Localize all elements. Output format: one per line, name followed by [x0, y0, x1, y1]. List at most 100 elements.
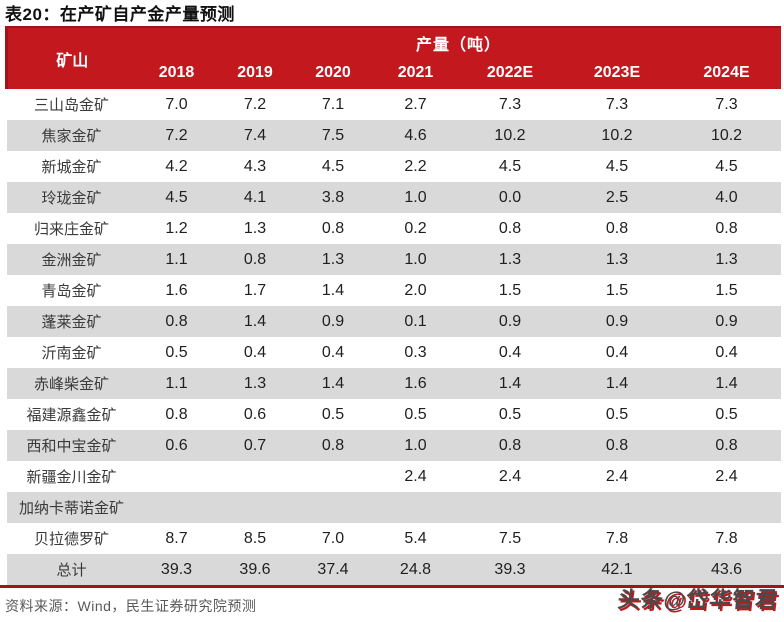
table-body: 三山岛金矿 7.0 7.2 7.1 2.7 7.3 7.3 7.3 焦家金矿 7.2 7.4 7.5 4…	[6, 89, 781, 585]
value-cell: 0.0	[458, 182, 562, 213]
value-cell: 0.8	[216, 244, 294, 275]
value-cell: 7.2	[136, 120, 217, 151]
mine-name-cell: 西和中宝金矿	[6, 430, 137, 461]
value-cell: 1.1	[136, 244, 217, 275]
table-row: 焦家金矿 7.2 7.4 7.5 4.6 10.2 10.2 10.2	[6, 120, 781, 151]
col-header-2023e: 2023E	[561, 57, 673, 89]
value-cell: 39.6	[216, 554, 294, 585]
table-row: 赤峰柴金矿 1.1 1.3 1.4 1.6 1.4 1.4 1.4	[6, 368, 781, 399]
value-cell: 1.5	[672, 275, 781, 306]
value-cell: 1.0	[372, 244, 459, 275]
value-cell: 3.8	[293, 182, 373, 213]
table-row: 三山岛金矿 7.0 7.2 7.1 2.7 7.3 7.3 7.3	[6, 89, 781, 120]
table-row: 新疆金川金矿 2.4 2.4 2.4 2.4	[6, 461, 781, 492]
value-cell: 7.8	[561, 523, 673, 554]
bottom-divider	[0, 585, 784, 588]
value-cell	[458, 492, 562, 523]
value-cell: 2.7	[372, 89, 459, 120]
value-cell: 0.8	[561, 213, 673, 244]
value-cell: 1.0	[372, 430, 459, 461]
table-row: 福建源鑫金矿 0.8 0.6 0.5 0.5 0.5 0.5 0.5	[6, 399, 781, 430]
value-cell: 1.6	[136, 275, 217, 306]
value-cell: 0.2	[372, 213, 459, 244]
value-cell: 4.5	[136, 182, 217, 213]
value-cell: 2.4	[458, 461, 562, 492]
col-header-2019: 2019	[216, 57, 294, 89]
table-row: 玲珑金矿 4.5 4.1 3.8 1.0 0.0 2.5 4.0	[6, 182, 781, 213]
value-cell: 10.2	[561, 120, 673, 151]
value-cell: 4.5	[561, 151, 673, 182]
table-title: 表20：在产矿自产金产量预测	[5, 5, 235, 24]
mine-name-cell: 金洲金矿	[6, 244, 137, 275]
mine-name-cell: 贝拉德罗矿	[6, 523, 137, 554]
mine-name-cell: 加纳卡蒂诺金矿	[6, 492, 137, 523]
value-cell	[216, 492, 294, 523]
table-row: 加纳卡蒂诺金矿	[6, 492, 781, 523]
value-cell: 2.5	[561, 182, 673, 213]
value-cell: 1.5	[458, 275, 562, 306]
mine-name-cell: 玲珑金矿	[6, 182, 137, 213]
col-header-2018: 2018	[136, 57, 217, 89]
value-cell: 1.0	[372, 182, 459, 213]
value-cell: 7.3	[458, 89, 562, 120]
value-cell: 7.8	[672, 523, 781, 554]
mine-name-cell: 总计	[6, 554, 137, 585]
value-cell: 0.8	[293, 213, 373, 244]
value-cell: 1.2	[136, 213, 217, 244]
table-row: 蓬莱金矿 0.8 1.4 0.9 0.1 0.9 0.9 0.9	[6, 306, 781, 337]
value-cell: 0.5	[561, 399, 673, 430]
value-cell: 4.0	[672, 182, 781, 213]
value-cell: 0.4	[561, 337, 673, 368]
col-header-2020: 2020	[293, 57, 373, 89]
value-cell: 1.3	[216, 213, 294, 244]
table-row: 贝拉德罗矿 8.7 8.5 7.0 5.4 7.5 7.8 7.8	[6, 523, 781, 554]
value-cell: 7.3	[672, 89, 781, 120]
mine-name-cell: 青岛金矿	[6, 275, 137, 306]
value-cell: 0.8	[561, 430, 673, 461]
col-header-2021: 2021	[372, 57, 459, 89]
value-cell: 4.6	[372, 120, 459, 151]
value-cell: 0.7	[216, 430, 294, 461]
watermark: 头条@岱华智君	[616, 587, 780, 612]
value-cell: 7.2	[216, 89, 294, 120]
value-cell: 4.1	[216, 182, 294, 213]
value-cell	[293, 492, 373, 523]
year-header-row: 2018 2019 2020 2021 2022E 2023E 2024E	[7, 57, 781, 89]
value-cell: 0.3	[372, 337, 459, 368]
value-cell: 1.7	[216, 275, 294, 306]
value-cell: 4.5	[458, 151, 562, 182]
value-cell: 0.8	[458, 430, 562, 461]
value-cell: 0.1	[372, 306, 459, 337]
value-cell: 0.8	[672, 430, 781, 461]
mine-name-cell: 赤峰柴金矿	[6, 368, 137, 399]
value-cell: 37.4	[293, 554, 373, 585]
table-row: 总计 39.3 39.6 37.4 24.8 39.3 42.1 43.6	[6, 554, 781, 585]
value-cell: 1.4	[293, 275, 373, 306]
col-header-2022e: 2022E	[458, 57, 562, 89]
group-header-label: 产量（吨）	[136, 26, 781, 57]
value-cell	[293, 461, 373, 492]
value-cell	[372, 492, 459, 523]
value-cell: 1.3	[458, 244, 562, 275]
value-cell: 7.1	[293, 89, 373, 120]
value-cell: 0.9	[672, 306, 781, 337]
value-cell: 2.0	[372, 275, 459, 306]
value-cell: 0.4	[458, 337, 562, 368]
value-cell: 1.4	[293, 368, 373, 399]
value-cell: 0.8	[293, 430, 373, 461]
value-cell: 1.4	[216, 306, 294, 337]
mine-name-cell: 归来庄金矿	[6, 213, 137, 244]
value-cell: 7.3	[561, 89, 673, 120]
mine-name-cell: 焦家金矿	[6, 120, 137, 151]
table-row: 新城金矿 4.2 4.3 4.5 2.2 4.5 4.5 4.5	[6, 151, 781, 182]
value-cell: 7.4	[216, 120, 294, 151]
value-cell: 1.3	[672, 244, 781, 275]
table-row: 青岛金矿 1.6 1.7 1.4 2.0 1.5 1.5 1.5	[6, 275, 781, 306]
value-cell: 0.5	[136, 337, 217, 368]
value-cell: 0.6	[216, 399, 294, 430]
value-cell: 0.4	[216, 337, 294, 368]
value-cell	[672, 492, 781, 523]
value-cell: 1.1	[136, 368, 217, 399]
value-cell: 2.4	[561, 461, 673, 492]
